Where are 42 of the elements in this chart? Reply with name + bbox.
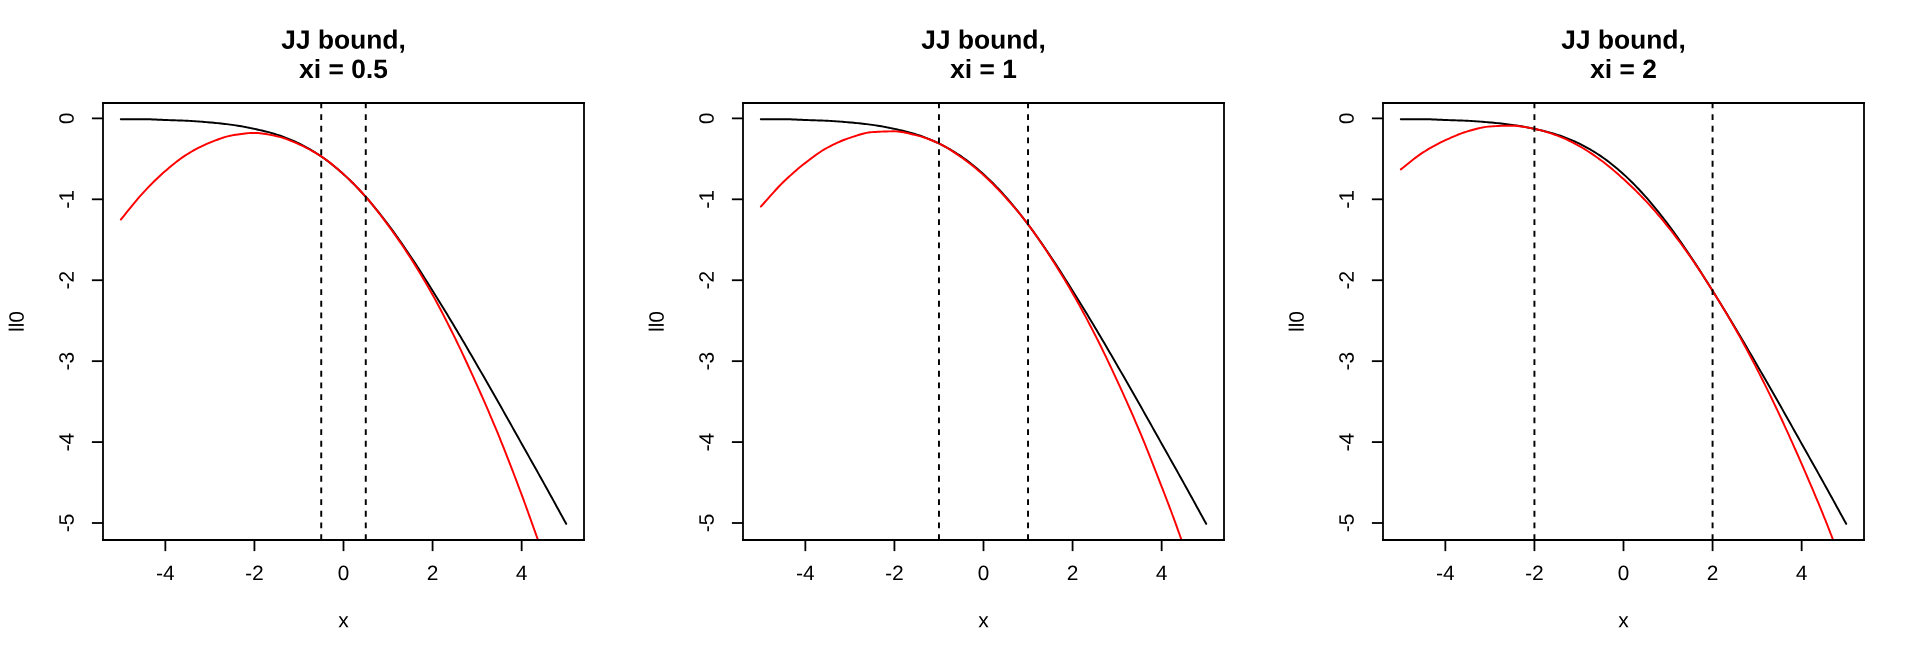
x-tick-label: -4 bbox=[797, 565, 815, 581]
y-tick-label: 0 bbox=[699, 113, 714, 124]
y-tick-label: -5 bbox=[1339, 514, 1354, 532]
y-tick-label: -1 bbox=[59, 191, 74, 208]
y-tick-label: 0 bbox=[59, 113, 74, 124]
y-axis-title: ll0 bbox=[648, 311, 664, 331]
y-tick-label: -1 bbox=[699, 191, 714, 208]
y-tick-label: -4 bbox=[699, 433, 714, 451]
x-tick-label: 0 bbox=[1618, 565, 1629, 581]
y-tick-label: -2 bbox=[59, 272, 74, 289]
chart-title: JJ bound, xi = 1 bbox=[921, 29, 1045, 78]
x-tick-label: -2 bbox=[246, 565, 263, 581]
x-tick-label: 2 bbox=[427, 565, 438, 581]
y-tick-label: -4 bbox=[59, 433, 74, 451]
x-axis-title: x bbox=[338, 616, 349, 628]
x-tick-label: -4 bbox=[157, 565, 175, 581]
x-tick-label: -4 bbox=[1437, 565, 1454, 581]
y-tick-label: -3 bbox=[1339, 352, 1354, 370]
y-axis-title: ll0 bbox=[1288, 311, 1304, 331]
x-axis-title: x bbox=[1618, 616, 1629, 628]
x-tick-label: 4 bbox=[516, 565, 527, 581]
x-tick-label: 4 bbox=[1156, 565, 1167, 581]
y-tick-label: -3 bbox=[59, 352, 74, 370]
x-tick-label: -2 bbox=[1526, 565, 1543, 581]
y-tick-label: -2 bbox=[699, 272, 714, 289]
y-tick-label: -5 bbox=[59, 514, 74, 532]
y-tick-label: -2 bbox=[1339, 272, 1354, 289]
x-axis-title: x bbox=[978, 616, 989, 628]
x-tick-label: 0 bbox=[978, 565, 989, 581]
x-tick-label: 2 bbox=[1707, 565, 1718, 581]
x-tick-label: -2 bbox=[886, 565, 903, 581]
x-tick-label: 4 bbox=[1796, 565, 1807, 581]
y-axis-title: ll0 bbox=[8, 311, 24, 331]
y-tick-label: -5 bbox=[699, 514, 714, 532]
y-tick-label: -1 bbox=[1339, 191, 1354, 208]
x-tick-label: 0 bbox=[338, 565, 349, 581]
chart-title: JJ bound, xi = 0.5 bbox=[281, 29, 405, 79]
y-tick-label: -3 bbox=[699, 352, 714, 370]
y-tick-label: -4 bbox=[1339, 433, 1354, 451]
chart-title: JJ bound, xi = 2 bbox=[1561, 29, 1685, 78]
y-tick-label: 0 bbox=[1339, 113, 1354, 124]
x-tick-label: 2 bbox=[1067, 565, 1078, 581]
